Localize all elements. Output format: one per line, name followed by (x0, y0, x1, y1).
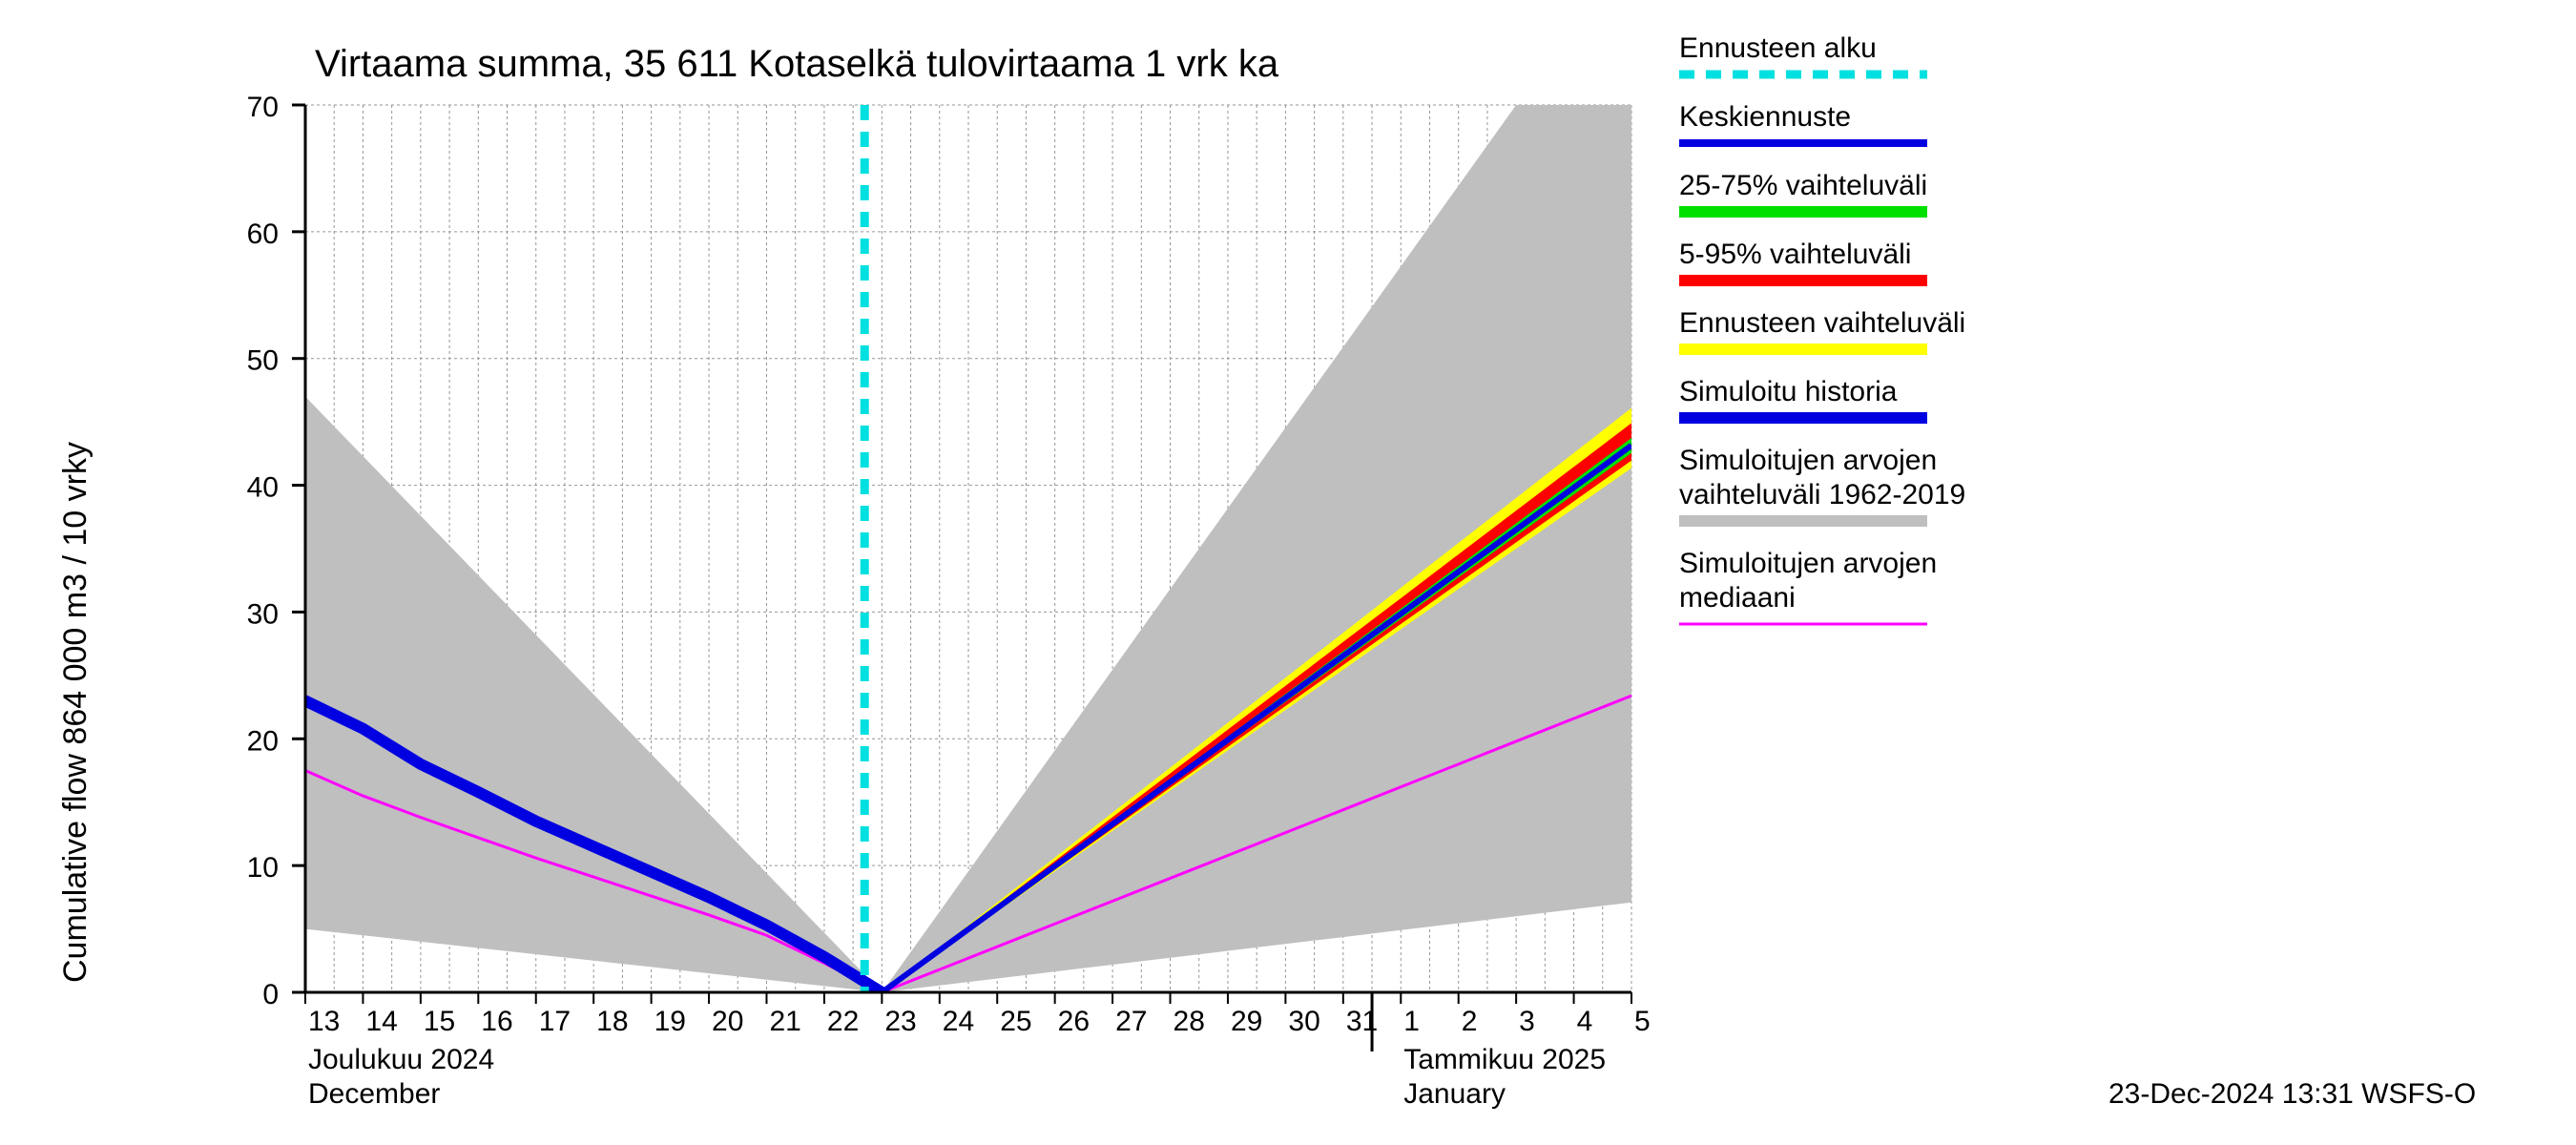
x-tick-label: 21 (769, 1006, 800, 1037)
legend-label: 5-95% vaihteluväli (1679, 239, 1911, 270)
x-tick-label: 30 (1288, 1006, 1319, 1037)
chart-title: Virtaama summa, 35 611 Kotaselkä tulovir… (315, 43, 1279, 85)
y-tick-label: 70 (247, 92, 279, 123)
legend-swatch (1679, 515, 1927, 527)
y-tick-label: 20 (247, 725, 279, 757)
month-label-en: January (1403, 1078, 1506, 1110)
legend-label: Ennusteen vaihteluväli (1679, 307, 1965, 339)
x-tick-label: 25 (1000, 1006, 1031, 1037)
chart-footer: 23-Dec-2024 13:31 WSFS-O (2109, 1078, 2476, 1110)
y-tick-label: 0 (262, 979, 279, 1010)
x-tick-label: 20 (712, 1006, 743, 1037)
legend-label: 25-75% vaihteluväli (1679, 170, 1927, 201)
x-tick-label: 28 (1174, 1006, 1205, 1037)
y-tick-label: 40 (247, 472, 279, 504)
legend-label: Simuloitujen arvojen (1679, 445, 1937, 476)
chart-container: 0102030405060701314151617181920212223242… (0, 0, 2576, 1145)
x-tick-label: 23 (884, 1006, 916, 1037)
x-tick-label: 27 (1115, 1006, 1147, 1037)
legend-label: Simuloitujen arvojen (1679, 548, 1937, 579)
y-axis-label: Cumulative flow 864 000 m3 / 10 vrky (57, 442, 93, 983)
x-tick-label: 17 (539, 1006, 571, 1037)
legend-label: vaihteluväli 1962-2019 (1679, 479, 1965, 510)
month-label-fi: Joulukuu 2024 (308, 1044, 494, 1075)
x-tick-label: 26 (1058, 1006, 1090, 1037)
x-tick-label: 18 (596, 1006, 628, 1037)
x-tick-label: 19 (654, 1006, 686, 1037)
y-tick-label: 50 (247, 345, 279, 377)
x-tick-label: 1 (1403, 1006, 1420, 1037)
x-tick-label: 15 (424, 1006, 455, 1037)
month-label-fi: Tammikuu 2025 (1403, 1044, 1606, 1075)
x-tick-label: 14 (365, 1006, 397, 1037)
legend-swatch (1679, 344, 1927, 355)
x-tick-label: 13 (308, 1006, 340, 1037)
x-tick-label: 16 (481, 1006, 512, 1037)
x-tick-label: 24 (943, 1006, 974, 1037)
y-tick-label: 30 (247, 598, 279, 630)
x-tick-label: 2 (1462, 1006, 1478, 1037)
x-tick-label: 5 (1634, 1006, 1651, 1037)
y-tick-label: 60 (247, 219, 279, 250)
month-label-en: December (308, 1078, 440, 1110)
legend-swatch (1679, 206, 1927, 218)
y-tick-label: 10 (247, 852, 279, 884)
legend-label: Ennusteen alku (1679, 32, 1877, 64)
x-tick-label: 3 (1519, 1006, 1535, 1037)
chart-svg: 0102030405060701314151617181920212223242… (0, 0, 2576, 1145)
x-tick-label: 4 (1577, 1006, 1593, 1037)
x-tick-label: 22 (827, 1006, 859, 1037)
legend-label: Keskiennuste (1679, 101, 1851, 133)
legend-swatch (1679, 275, 1927, 286)
legend-label: mediaani (1679, 582, 1796, 614)
x-tick-label: 29 (1231, 1006, 1262, 1037)
legend-label: Simuloitu historia (1679, 376, 1898, 407)
